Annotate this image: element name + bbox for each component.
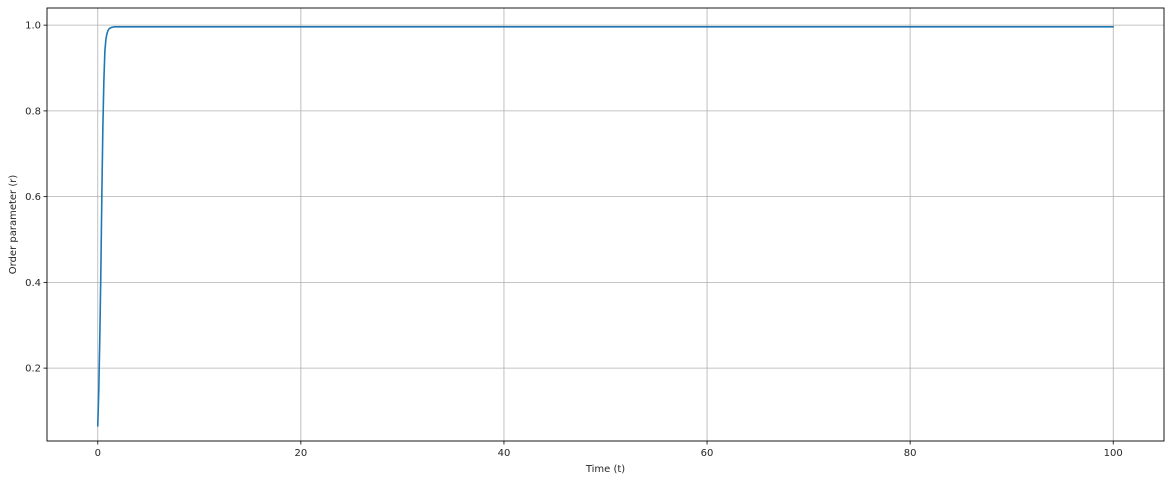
y-tick-label: 1.0 bbox=[25, 21, 41, 32]
x-ticks: 0 20 40 60 80 100 bbox=[95, 441, 1123, 459]
x-tick-label: 40 bbox=[498, 448, 511, 459]
y-ticks: 0.2 0.4 0.6 0.8 1.0 bbox=[25, 21, 47, 375]
y-axis-label: Order parameter (r) bbox=[8, 175, 19, 275]
x-tick-label: 60 bbox=[701, 448, 714, 459]
y-tick-label: 0.6 bbox=[25, 192, 41, 203]
y-tick-label: 0.2 bbox=[25, 364, 41, 375]
y-tick-label: 0.4 bbox=[25, 278, 41, 289]
x-tick-label: 80 bbox=[904, 448, 917, 459]
x-tick-label: 0 bbox=[95, 448, 101, 459]
x-tick-label: 20 bbox=[294, 448, 307, 459]
x-tick-label: 100 bbox=[1104, 448, 1123, 459]
y-tick-label: 0.8 bbox=[25, 106, 41, 117]
series-line bbox=[96, 26, 1115, 427]
grid-lines bbox=[47, 8, 1164, 441]
x-axis-label: Time (t) bbox=[585, 464, 625, 475]
series-layer bbox=[96, 26, 1115, 427]
plot-frame bbox=[46, 7, 1165, 442]
